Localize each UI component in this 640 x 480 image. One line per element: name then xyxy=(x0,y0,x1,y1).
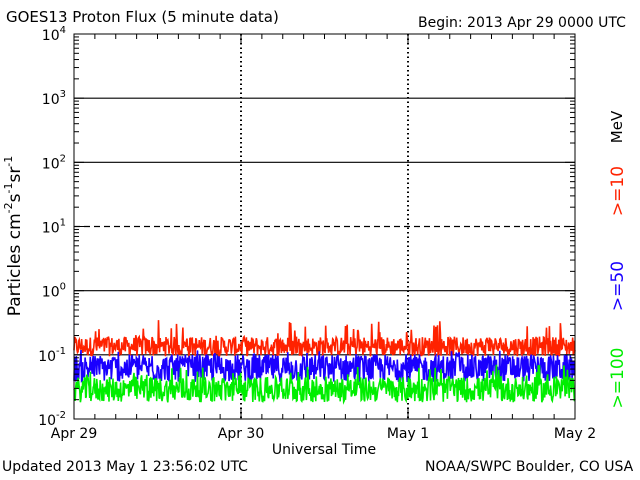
y-tick-label: 10-2 xyxy=(38,410,66,429)
legend-entry: >=50 xyxy=(608,261,628,311)
updated-time: Updated 2013 May 1 23:56:02 UTC xyxy=(2,459,248,475)
chart-title: GOES13 Proton Flux (5 minute data) xyxy=(6,8,279,26)
y-axis-label: Particles cm-2s-1sr-1 xyxy=(2,156,25,317)
y-tick-label: 10-1 xyxy=(38,346,66,365)
y-tick-label: 104 xyxy=(42,25,66,44)
x-tick-label: May 2 xyxy=(554,426,596,442)
series-line xyxy=(73,320,576,358)
x-tick-label: Apr 29 xyxy=(51,426,97,442)
x-tick-label: May 1 xyxy=(387,426,429,442)
legend-entry: >=10 xyxy=(608,166,628,216)
plot-area xyxy=(73,34,576,419)
x-axis-label: Universal Time xyxy=(272,442,376,458)
series-line xyxy=(73,349,576,383)
y-tick-label: 102 xyxy=(42,153,66,172)
y-tick-label: 101 xyxy=(42,218,66,237)
credit: NOAA/SWPC Boulder, CO USA xyxy=(425,459,634,475)
y-tick-label: 103 xyxy=(42,89,66,108)
legend-unit: MeV xyxy=(608,110,626,143)
y-tick-label: 100 xyxy=(42,282,66,301)
begin-time: Begin: 2013 Apr 29 0000 UTC xyxy=(418,15,626,31)
legend-entry: >=100 xyxy=(608,348,628,409)
series-line xyxy=(73,364,576,405)
x-tick-label: Apr 30 xyxy=(218,426,264,442)
